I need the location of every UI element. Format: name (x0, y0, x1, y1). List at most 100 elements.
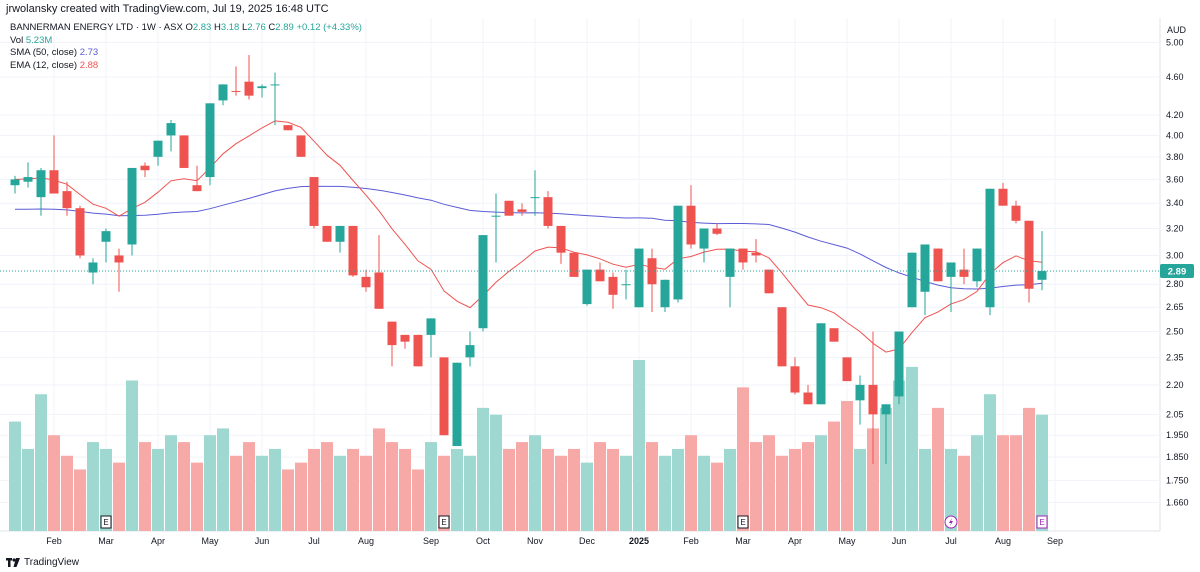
candle-body[interactable] (803, 392, 813, 405)
candle-body[interactable] (400, 334, 410, 342)
candle-body[interactable] (712, 228, 722, 234)
candle-body[interactable] (478, 235, 488, 329)
candle-body[interactable] (738, 248, 748, 263)
candle-body[interactable] (491, 215, 501, 217)
candle-body[interactable] (777, 307, 787, 367)
candle-body[interactable] (972, 248, 982, 282)
candle-body[interactable] (764, 269, 774, 294)
candle-body[interactable] (179, 135, 189, 168)
candle-body[interactable] (140, 165, 150, 171)
candle-body[interactable] (192, 185, 202, 192)
candle-body[interactable] (322, 225, 332, 242)
candle-body[interactable] (361, 276, 371, 288)
candle-body[interactable] (270, 84, 280, 86)
candle-body[interactable] (582, 269, 592, 305)
volume-bar (763, 435, 775, 531)
candle-body[interactable] (894, 331, 904, 397)
candle-body[interactable] (686, 205, 696, 245)
candle-body[interactable] (413, 334, 423, 367)
candle-body[interactable] (75, 208, 85, 256)
candle-body[interactable] (36, 170, 46, 198)
candle-body[interactable] (114, 255, 124, 263)
candle-body[interactable] (218, 84, 228, 101)
candle-body[interactable] (907, 252, 917, 308)
candle-body[interactable] (608, 276, 618, 295)
candle-body[interactable] (790, 366, 800, 393)
candle-body[interactable] (244, 81, 254, 96)
volume-row[interactable]: Vol 5.23M (10, 35, 362, 48)
candle-body[interactable] (335, 225, 345, 242)
candle-body[interactable] (348, 225, 358, 276)
ema-row[interactable]: EMA (12, close) 2.88 (10, 60, 362, 73)
candle-body[interactable] (842, 357, 852, 382)
candle-body[interactable] (374, 272, 384, 309)
candle-body[interactable] (699, 228, 709, 249)
candle-body[interactable] (829, 328, 839, 342)
candle-body[interactable] (23, 177, 33, 182)
volume-bar (659, 455, 671, 531)
candle-body[interactable] (946, 262, 956, 277)
time-tick-label: Apr (151, 536, 165, 546)
volume-bar (607, 448, 619, 531)
candle-body[interactable] (231, 90, 241, 92)
candle-body[interactable] (634, 248, 644, 308)
time-tick-label: Sep (1047, 536, 1063, 546)
earnings-marker-icon[interactable] (737, 515, 749, 529)
volume-bar (919, 448, 931, 531)
candle-body[interactable] (816, 323, 826, 405)
candle-body[interactable] (205, 103, 215, 178)
candle-body[interactable] (101, 231, 111, 242)
candle-body[interactable] (725, 248, 735, 277)
earnings-marker-icon[interactable] (438, 515, 450, 529)
candle-body[interactable] (465, 345, 475, 358)
candle-body[interactable] (153, 140, 163, 157)
candle-body[interactable] (1011, 205, 1021, 221)
candle-body[interactable] (660, 279, 670, 308)
candle-body[interactable] (296, 135, 306, 157)
candle-body[interactable] (10, 179, 20, 186)
close-label: C (268, 22, 276, 33)
candle-body[interactable] (595, 269, 605, 282)
candle-body[interactable] (530, 197, 540, 199)
candle-body[interactable] (985, 188, 995, 308)
candle-body[interactable] (166, 123, 176, 136)
candle-body[interactable] (881, 404, 891, 415)
candle-body[interactable] (933, 248, 943, 282)
candle-body[interactable] (127, 167, 137, 245)
candle-body[interactable] (62, 191, 72, 209)
candle-body[interactable] (283, 125, 293, 131)
candle-body[interactable] (621, 284, 631, 286)
volume-bar (737, 387, 749, 531)
candle-body[interactable] (452, 362, 462, 447)
candle-body[interactable] (517, 209, 527, 212)
candle-body[interactable] (387, 321, 397, 346)
candle-body[interactable] (569, 252, 579, 277)
candle-body[interactable] (1024, 220, 1034, 289)
earnings-marker-icon[interactable] (1036, 515, 1048, 529)
candle-body[interactable] (556, 225, 566, 253)
candle-body[interactable] (959, 269, 969, 277)
candle-body[interactable] (309, 177, 319, 226)
sma-row[interactable]: SMA (50, close) 2.73 (10, 47, 362, 60)
candle-body[interactable] (257, 86, 267, 89)
candle-body[interactable] (868, 384, 878, 415)
volume-bar (152, 448, 164, 531)
candle-body[interactable] (88, 262, 98, 273)
candle-body[interactable] (751, 252, 761, 256)
volume-value: 5.23M (25, 34, 53, 46)
candle-body[interactable] (49, 170, 59, 194)
candle-body[interactable] (543, 197, 553, 226)
candle-body[interactable] (920, 244, 930, 292)
candle-body[interactable] (673, 205, 683, 300)
volume-bar (542, 448, 554, 531)
symbol-row[interactable]: BANNERMAN ENERGY LTD · 1W · ASX O2.83 H3… (10, 22, 362, 35)
candle-body[interactable] (1037, 271, 1047, 280)
candle-body[interactable] (439, 357, 449, 436)
earnings-marker-icon[interactable] (100, 515, 112, 529)
candle-body[interactable] (855, 384, 865, 401)
candle-body[interactable] (998, 188, 1008, 206)
candle-body[interactable] (426, 318, 436, 335)
candle-body[interactable] (504, 200, 514, 216)
symbol-name[interactable]: BANNERMAN ENERGY LTD · 1W · ASX (10, 22, 183, 33)
